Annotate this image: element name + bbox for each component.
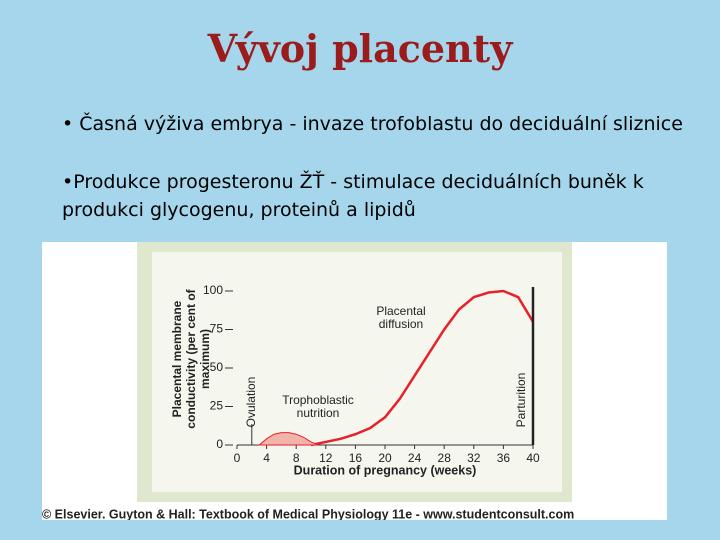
x-tick-label: 32 (467, 451, 481, 465)
x-tick-label: 36 (497, 451, 511, 465)
x-tick-label: 4 (263, 451, 270, 465)
marker-label: Parturition (514, 373, 528, 428)
x-tick-label: 8 (293, 451, 300, 465)
area (257, 432, 319, 446)
x-tick-label: 12 (319, 451, 333, 465)
x-tick-label: 28 (438, 451, 452, 465)
y-tick-label: 50 (210, 360, 224, 374)
credit: © Elsevier. Guyton & Hall: Textbook of M… (42, 507, 574, 520)
line (310, 289, 535, 447)
bullet: • Časná výživa embrya - invaze trofoblas… (62, 113, 683, 135)
series-label: Trophoblastic nutrition (282, 393, 354, 420)
y-tick-label: 0 (216, 437, 223, 451)
y-tick-label: 100 (203, 283, 223, 297)
x-axis-label: Duration of pregnancy (weeks) (294, 463, 477, 477)
x-tick-label: 0 (234, 451, 241, 465)
y-tick-label: 25 (210, 399, 224, 413)
x-tick-label: 20 (378, 451, 392, 465)
chart: © Elsevier. Guyton & Hall: Textbook of M… (42, 242, 667, 520)
x-tick-label: 24 (408, 451, 422, 465)
x-tick-label: 16 (349, 451, 363, 465)
series-label: Placental diffusion (376, 304, 426, 331)
x-tick-label: 40 (526, 451, 540, 465)
marker-label: Ovulation (244, 377, 258, 428)
y-tick-label: 75 (210, 322, 224, 336)
chart-figure: © Elsevier. Guyton & Hall: Textbook of M… (42, 242, 667, 520)
slide-title: Vývoj placenty (207, 26, 513, 71)
y-axis-label: Placental membrane conductivity (per cen… (170, 289, 212, 429)
bullet: •Produkce progesteronu ŽŤ - stimulace de… (62, 171, 644, 221)
